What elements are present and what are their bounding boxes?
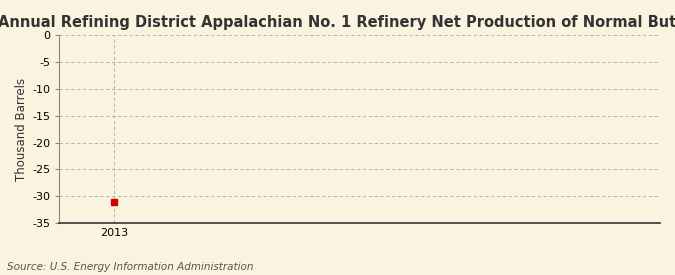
Text: Source: U.S. Energy Information Administration: Source: U.S. Energy Information Administ… xyxy=(7,262,253,272)
Y-axis label: Thousand Barrels: Thousand Barrels xyxy=(15,78,28,181)
Title: Annual Refining District Appalachian No. 1 Refinery Net Production of Normal But: Annual Refining District Appalachian No.… xyxy=(0,15,675,30)
